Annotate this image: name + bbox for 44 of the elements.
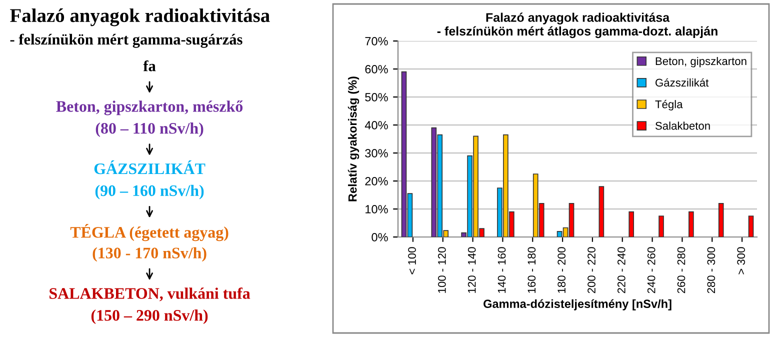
text: Beton, gipszkarton, mészkő	[56, 100, 243, 116]
text: Falazó anyagok radioaktivitása	[10, 8, 270, 26]
chart-title: Falazó anyagok radioaktivitása - felszínükön mért átlagos gamma-dozt. alapján	[437, 12, 718, 38]
x-tick-label: 180 - 200	[558, 247, 566, 293]
y-tick-label: 0%	[372, 233, 388, 242]
legend-label: Tégla	[655, 100, 683, 110]
text: GÁZSZILIKÁT	[94, 160, 206, 174]
x-tick-label: < 100	[408, 247, 416, 274]
legend-label: Beton, gipszkarton	[656, 56, 746, 68]
text: - felszínükön mért gamma-sugárzás	[10, 34, 242, 48]
legend-label: Gázszilikát	[656, 78, 709, 87]
bar	[748, 216, 754, 237]
y-tick-label: 60%	[365, 65, 388, 74]
x-axis-title: Gamma-dózisteljesítmény [nSv/h]	[484, 299, 672, 310]
bar	[658, 216, 664, 237]
x-tick-label: 200 - 220	[588, 247, 596, 294]
text: (130 - 170 nSv/h)	[92, 247, 206, 262]
x-tick-label: > 300	[737, 247, 746, 274]
bar	[688, 211, 694, 237]
text: TÉGLA (égetett agyag)	[70, 224, 228, 242]
bar	[718, 202, 724, 237]
text: (80 – 110 nSv/h)	[96, 122, 204, 137]
text: SALAKBETON, vulkáni tufa	[50, 287, 250, 302]
x-tick-label: 260 - 280	[677, 247, 686, 294]
text: fa	[143, 60, 156, 72]
y-tick-label: 40%	[364, 121, 388, 130]
x-tick-label: 240 - 260	[647, 247, 656, 294]
x-tick-label: 220 - 240	[617, 247, 626, 294]
x-tick-label: 100 - 120	[438, 247, 446, 293]
text: (150 – 290 nSv/h)	[91, 310, 208, 324]
x-tick-label: 140 - 160	[498, 247, 506, 293]
bar	[598, 186, 604, 237]
text: (90 – 160 nSv/h)	[95, 184, 204, 200]
bar	[628, 211, 634, 237]
y-tick-label: 30%	[365, 149, 388, 158]
y-tick-label: 50%	[365, 93, 388, 102]
y-axis-title: Relatív gyakoriság (%)	[348, 76, 360, 202]
y-tick-label: 70%	[365, 37, 388, 46]
x-tick-label: 160 - 180	[528, 247, 536, 293]
x-tick-label: 280 - 300	[707, 247, 716, 294]
legend-label: Salakbeton	[655, 122, 710, 130]
y-tick-label: 20%	[365, 177, 388, 186]
x-tick-label: 120 - 140	[468, 247, 476, 293]
y-tick-label: 10%	[366, 205, 388, 214]
